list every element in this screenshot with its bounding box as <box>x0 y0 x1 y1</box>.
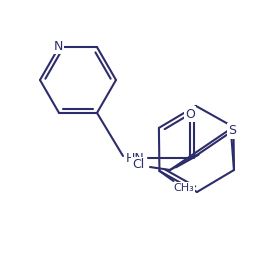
Text: O: O <box>185 107 195 120</box>
Text: HN: HN <box>126 152 144 165</box>
Text: N: N <box>53 40 63 52</box>
Text: CH₃: CH₃ <box>173 183 194 193</box>
Text: Cl: Cl <box>132 159 144 172</box>
Text: S: S <box>228 125 236 138</box>
